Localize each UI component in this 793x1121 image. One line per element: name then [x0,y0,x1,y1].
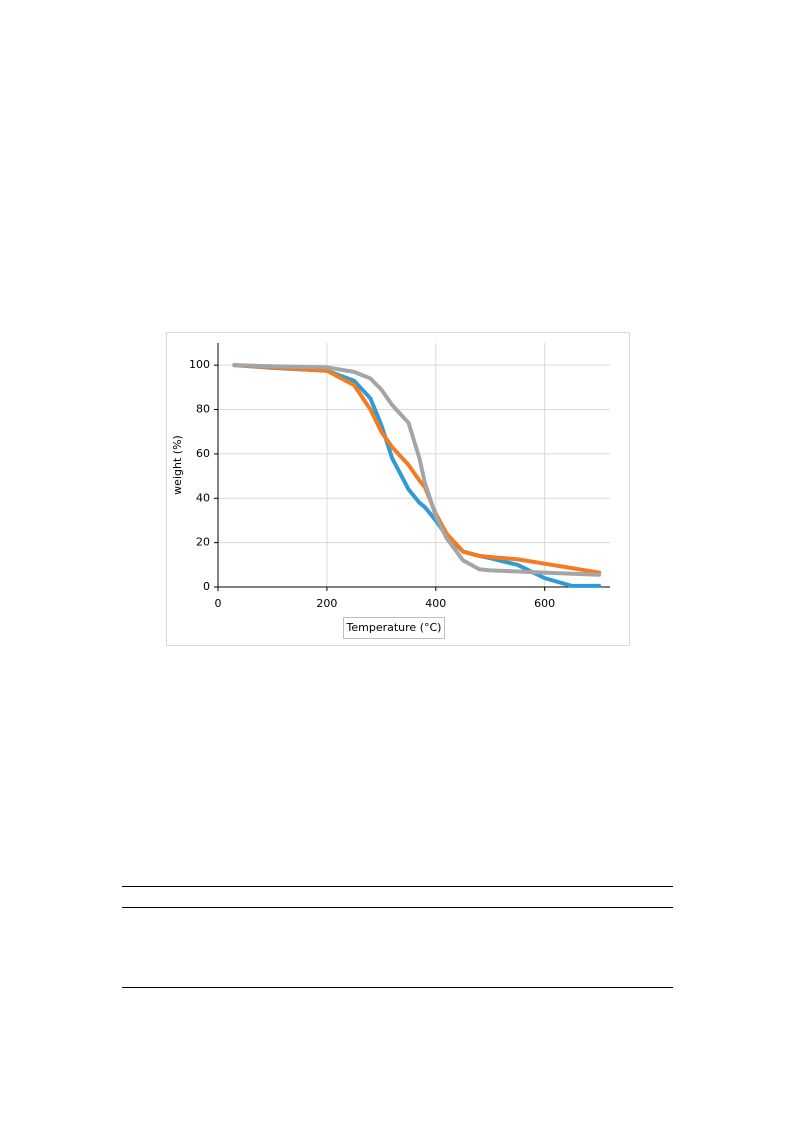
x-axis-label: Temperature (°C) [346,621,442,634]
y-axis-label: weight (%) [171,435,184,495]
x-label-box [343,617,445,639]
x-tick-label: 400 [425,597,446,610]
table-rule [122,886,673,887]
x-tick-label: 600 [534,597,555,610]
y-tick-label: 80 [196,403,210,416]
table-rule [122,907,673,908]
y-tick-label: 100 [189,358,210,371]
x-tick-label: 0 [215,597,222,610]
data-line [232,363,602,588]
table-rule [122,987,673,988]
x-tick-label: 200 [316,597,337,610]
chart-frame [166,332,630,646]
y-tick-label: 0 [203,580,210,593]
data-line [232,363,602,577]
y-tick-label: 20 [196,536,210,549]
y-tick-label: 40 [196,491,210,504]
y-tick-label: 60 [196,447,210,460]
